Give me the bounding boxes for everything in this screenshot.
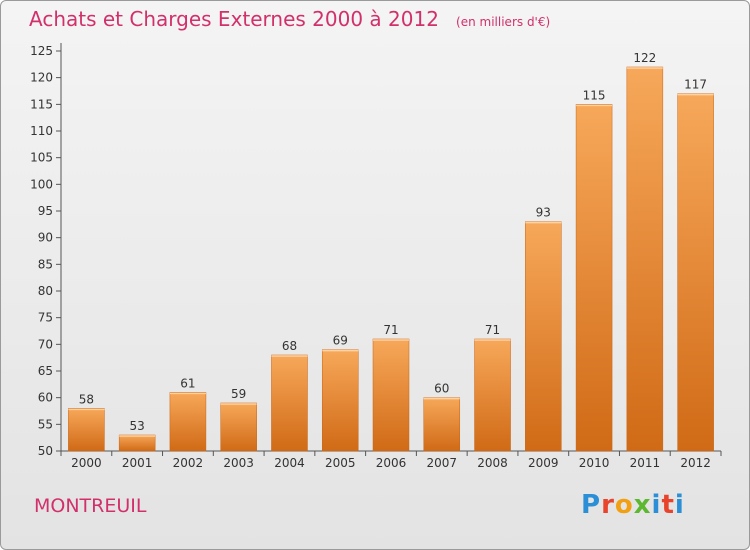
logo-letter: r	[601, 490, 615, 520]
x-tick-label: 2003	[223, 456, 254, 470]
data-label: 117	[684, 78, 707, 92]
y-tick-label: 85	[38, 257, 53, 271]
bar	[575, 104, 613, 452]
y-tick-label: 100	[30, 177, 53, 191]
y-tick-label: 90	[38, 231, 53, 245]
data-label: 58	[79, 392, 94, 406]
x-tick-label: 2000	[71, 456, 102, 470]
chart-title: Achats et Charges Externes 2000 à 2012	[29, 7, 439, 31]
y-tick-label: 65	[38, 364, 53, 378]
x-tick-label: 2005	[325, 456, 356, 470]
y-tick-label: 125	[30, 44, 53, 58]
bar	[474, 338, 511, 452]
bar	[220, 402, 257, 452]
logo-letter: o	[614, 490, 634, 520]
city-name: MONTREUIL	[34, 495, 147, 517]
y-tick-label: 50	[38, 444, 53, 458]
data-label: 59	[231, 387, 246, 401]
y-tick-label: 115	[30, 97, 53, 111]
y-tick-label: 95	[38, 204, 53, 218]
proxiti-logo: Proxiti	[581, 490, 685, 520]
logo-letter: i	[674, 490, 685, 520]
x-tick-label: 2010	[579, 456, 610, 470]
bar	[271, 354, 308, 452]
bars	[68, 66, 714, 452]
bar	[321, 349, 359, 452]
logo-letter: x	[633, 490, 652, 520]
x-tick-label: 2009	[528, 456, 559, 470]
y-tick-label: 105	[30, 151, 53, 165]
x-tick-label: 2007	[426, 456, 457, 470]
x-tick-label: 2001	[122, 456, 153, 470]
y-axis: 50 55 60 65 70 75 80 85 90 95 100 105 110 115 120 125	[30, 43, 62, 458]
x-tick-label: 2012	[680, 456, 711, 470]
bar	[423, 397, 461, 452]
x-tick-label: 2002	[173, 456, 204, 470]
y-tick-label: 70	[38, 337, 53, 351]
y-tick-label: 55	[38, 417, 53, 431]
title-row: Achats et Charges Externes 2000 à 2012 (…	[29, 7, 550, 31]
y-tick-label: 75	[38, 311, 53, 325]
x-tick-label: 2011	[630, 456, 661, 470]
data-label: 115	[583, 88, 606, 102]
y-tick-label: 80	[38, 284, 53, 298]
chart-subtitle: (en milliers d'€)	[456, 15, 551, 29]
data-label: 69	[333, 334, 348, 348]
bar	[169, 392, 207, 452]
y-tick-label: 120	[30, 71, 53, 85]
data-label: 71	[383, 323, 398, 337]
data-label: 60	[434, 382, 449, 396]
data-label: 122	[633, 51, 656, 65]
bar	[372, 338, 410, 452]
bar	[525, 221, 562, 452]
data-label: 53	[130, 419, 145, 433]
bar	[118, 434, 156, 452]
bar	[677, 93, 714, 452]
x-axis: 2000 2001 2002 2003 2004 2005 2006 2007 2008 2009…	[60, 450, 722, 470]
logo-letter: P	[581, 490, 602, 520]
bar	[626, 66, 664, 452]
data-labels: 58 53 61 59 68 69 71 60 71 93 115 122 117	[79, 51, 707, 433]
x-tick-label: 2008	[477, 456, 508, 470]
y-tick-label: 60	[38, 391, 53, 405]
data-label: 71	[485, 323, 500, 337]
bar	[68, 408, 105, 452]
data-label: 93	[536, 206, 551, 220]
y-tick-label: 110	[30, 124, 53, 138]
data-label: 68	[282, 339, 297, 353]
x-tick-label: 2004	[274, 456, 305, 470]
logo-letter: i	[651, 490, 662, 520]
data-label: 61	[180, 376, 195, 390]
logo-letter: t	[661, 490, 675, 520]
x-tick-label: 2006	[376, 456, 407, 470]
